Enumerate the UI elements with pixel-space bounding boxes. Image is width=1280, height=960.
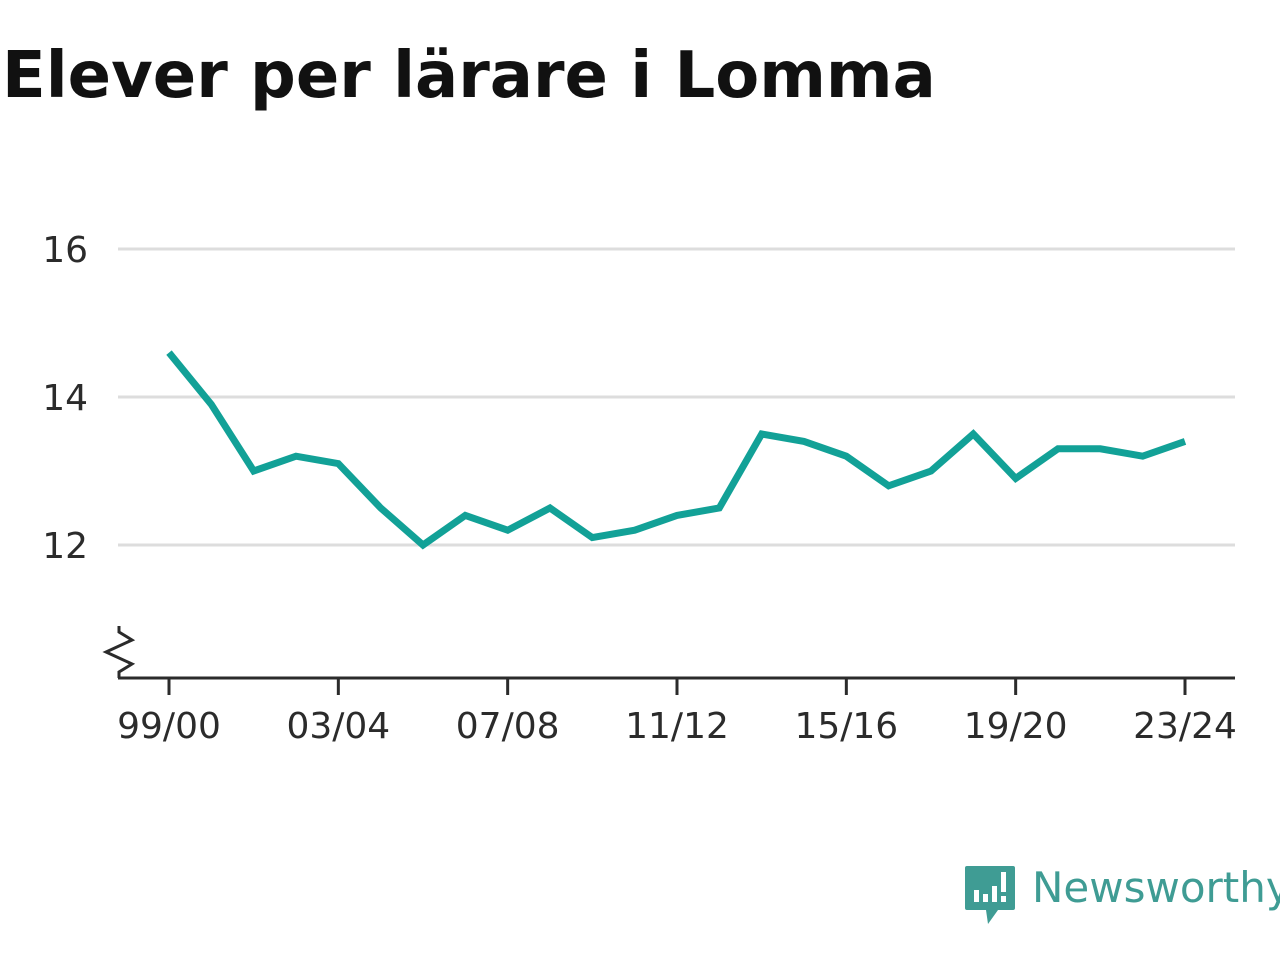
y-axis-ticks: 12 14 16: [42, 230, 88, 567]
x-axis: [102, 626, 1235, 680]
series-line: [166, 350, 1187, 550]
chart-title: Elever per lärare i Lomma: [2, 39, 936, 113]
x-tick-label: 19/20: [964, 706, 1068, 747]
brand-name: Newsworthy: [1032, 863, 1280, 912]
y-tick-label: 14: [42, 378, 88, 419]
axis-break-icon: [102, 626, 136, 678]
series-group: [166, 350, 1187, 550]
x-tick-label: 99/00: [117, 706, 221, 747]
y-tick-label: 16: [42, 230, 88, 271]
x-tick-label: 03/04: [286, 706, 390, 747]
x-tick-label: 23/24: [1133, 706, 1237, 747]
x-tick-label: 15/16: [794, 706, 898, 747]
x-tick-label: 11/12: [625, 706, 729, 747]
gridlines: [118, 247, 1235, 547]
y-tick-label: 12: [42, 526, 88, 567]
x-tick-label: 07/08: [456, 706, 560, 747]
x-axis-ticks: 99/00 03/04 07/08 11/12 15/16 19/20 23/24: [117, 678, 1237, 747]
newsworthy-logo-icon: [965, 866, 1015, 924]
